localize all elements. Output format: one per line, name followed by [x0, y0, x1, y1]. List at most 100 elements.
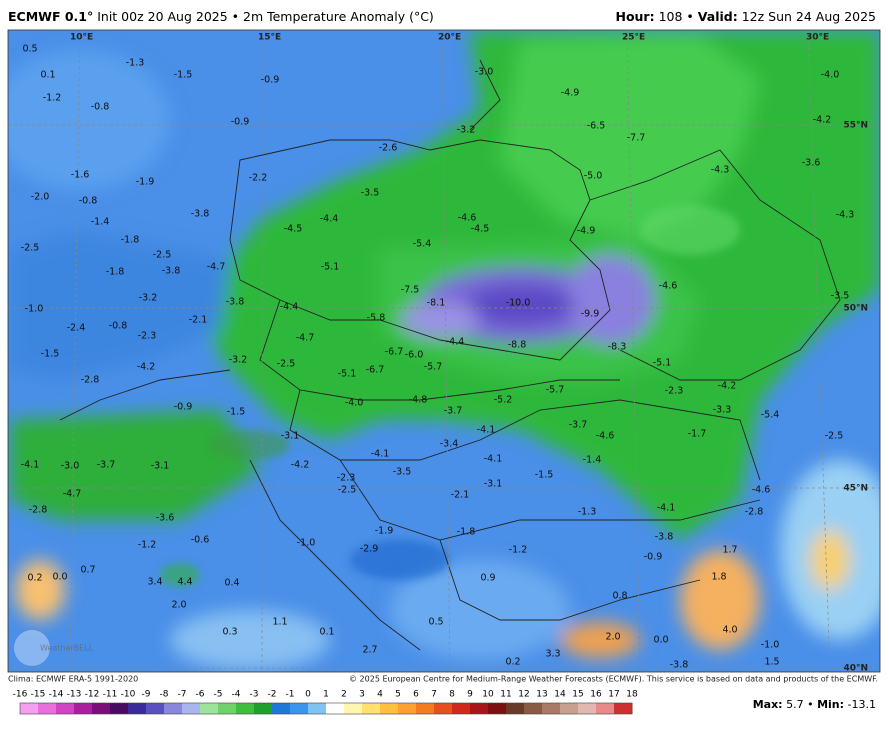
anomaly-label: -0.9: [231, 117, 250, 128]
anomaly-label: -4.2: [813, 115, 832, 126]
anomaly-label: 4.4: [177, 577, 192, 588]
anomaly-label: -6.0: [405, 350, 424, 361]
colorbar-tick-label: 13: [536, 690, 547, 700]
anomaly-label: -3.8: [226, 297, 245, 308]
grid-label: 50°N: [843, 304, 868, 314]
anomaly-label: -3.8: [191, 209, 210, 220]
anomaly-label: -1.2: [509, 545, 528, 556]
colorbar-frame: [19, 702, 633, 715]
colorbar-cell: [380, 703, 399, 714]
anomaly-label: -2.1: [451, 490, 470, 501]
anomaly-label: 1.1: [272, 617, 287, 628]
anomaly-label: -4.7: [207, 262, 226, 273]
map-frame: [7, 29, 881, 673]
colorbar-cell: [398, 703, 417, 714]
anomaly-label: -7.5: [401, 285, 420, 296]
anomaly-label: -4.1: [484, 454, 503, 465]
max-label: Max:: [753, 698, 783, 711]
map-labels: 0.5 0.1 -1.3 -1.5 -0.9 -0.9 -0.8 -1.2 -3.0 -4.9 -3…: [21, 44, 855, 671]
anomaly-label: -2.8: [29, 505, 48, 516]
colorbar-cell: [182, 703, 201, 714]
anomaly-label: -3.8: [655, 532, 674, 543]
colorbar-tick-label: -2: [268, 690, 277, 700]
anomaly-label: -3.8: [162, 266, 181, 277]
anomaly-label: -3.3: [713, 405, 732, 416]
colorbar-cell: [416, 703, 435, 714]
anomaly-label: -3.0: [61, 461, 80, 472]
colorbar-tick-label: 3: [359, 690, 365, 700]
anomaly-label: -1.6: [71, 170, 90, 181]
header-left: ECMWF 0.1° Init 00z 20 Aug 2025 • 2m Tem…: [8, 9, 434, 24]
anomaly-label: -1.4: [583, 455, 602, 466]
anomaly-label: -3.1: [151, 461, 170, 472]
anomaly-label: -3.8: [670, 660, 689, 671]
anomaly-label: -4.9: [561, 88, 580, 99]
grid-label: 40°N: [843, 664, 868, 674]
anomaly-label: -4.2: [291, 460, 310, 471]
copyright: © 2025 European Centre for Medium-Range …: [349, 675, 878, 684]
anomaly-label: -4.2: [137, 362, 156, 373]
anomaly-label: -2.4: [67, 323, 86, 334]
anomaly-label: -6.7: [385, 347, 404, 358]
anomaly-label: -0.8: [109, 321, 128, 332]
anomaly-label: 0.0: [653, 635, 668, 646]
model-name: ECMWF 0.1°: [8, 9, 93, 24]
anomaly-label: -2.2: [249, 173, 268, 184]
anomaly-label: -4.5: [471, 224, 490, 235]
anomaly-label: -3.7: [569, 420, 588, 431]
colorbar-tick-label: -4: [232, 690, 241, 700]
anomaly-label: -1.5: [227, 407, 246, 418]
colorbar-tick-label: -8: [160, 690, 169, 700]
anomaly-label: -4.6: [458, 213, 477, 224]
colorbar-tick-label: 7: [431, 690, 437, 700]
anomaly-label: 0.9: [480, 573, 495, 584]
anomaly-label: -10.0: [506, 298, 531, 309]
colorbar-cell: [596, 703, 615, 714]
anomaly-label: -1.2: [43, 93, 62, 104]
anomaly-label: -6.5: [587, 121, 606, 132]
anomaly-label: -2.8: [745, 507, 764, 518]
anomaly-label: -3.2: [229, 355, 248, 366]
anomaly-label: -8.8: [508, 340, 527, 351]
colorbar-tick-label: 6: [413, 690, 419, 700]
colorbar-tick-label: -13: [67, 690, 82, 700]
grid-label: 10°E: [70, 33, 93, 43]
borders: [59, 59, 841, 651]
anomaly-label: -4.0: [821, 70, 840, 81]
anomaly-label: -1.0: [761, 640, 780, 651]
anomaly-label: 1.8: [711, 572, 726, 583]
anomaly-label: 0.4: [224, 578, 239, 589]
colorbar-cell: [200, 703, 219, 714]
colorbar-cell: [164, 703, 183, 714]
colorbar-tick-label: -10: [121, 690, 136, 700]
anomaly-label: -3.4: [440, 439, 459, 450]
anomaly-label: -5.7: [546, 385, 565, 396]
anomaly-label: 2.0: [171, 600, 186, 611]
anomaly-field: [8, 30, 880, 670]
anomaly-label: -4.4: [320, 214, 339, 225]
anomaly-label: -3.7: [444, 406, 463, 417]
anomaly-label: 0.0: [52, 572, 67, 583]
colorbar-cell: [362, 703, 381, 714]
anomaly-label: 3.3: [545, 649, 560, 660]
anomaly-label: -3.2: [457, 125, 476, 136]
anomaly-label: -2.5: [825, 431, 844, 442]
anomaly-label: -8.3: [608, 342, 627, 353]
colorbar-tick-label: -1: [286, 690, 295, 700]
anomaly-label: -0.9: [261, 75, 280, 86]
anomaly-label: -4.9: [577, 226, 596, 237]
grid-label: 25°E: [622, 33, 645, 43]
colorbar-cell: [254, 703, 273, 714]
colorbar-cell: [578, 703, 597, 714]
anomaly-label: -1.4: [91, 217, 110, 228]
colorbar-cell: [344, 703, 363, 714]
anomaly-label: -3.5: [831, 291, 850, 302]
colorbar-tick-label: 2: [341, 690, 347, 700]
anomaly-label: -2.1: [189, 315, 208, 326]
anomaly-label: -3.1: [484, 479, 503, 490]
anomaly-label: -4.1: [477, 425, 496, 436]
anomaly-label: -4.6: [752, 485, 771, 496]
anomaly-label: -1.9: [375, 526, 394, 537]
